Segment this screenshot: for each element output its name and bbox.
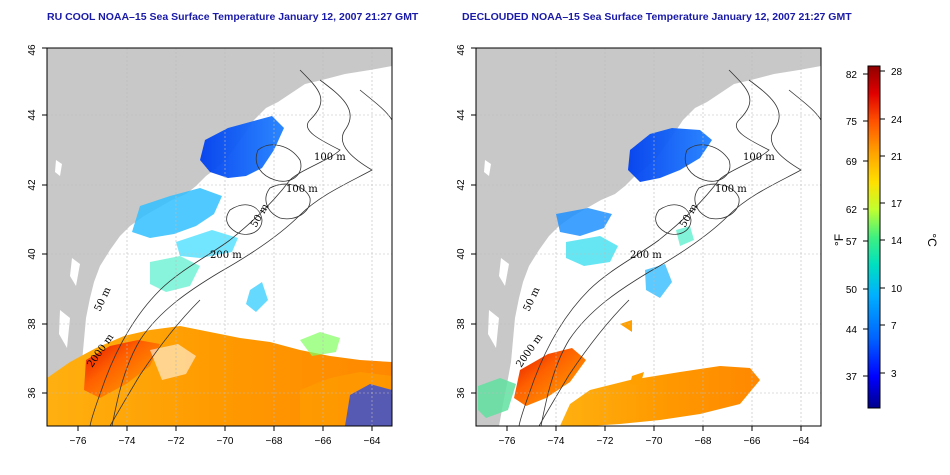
celsius-tick: 17 <box>891 199 903 210</box>
lon-tick: −64 <box>364 436 381 447</box>
lat-tick: 36 <box>27 387 38 399</box>
fahrenheit-tick: 50 <box>846 285 858 296</box>
lat-tick: 42 <box>456 179 467 191</box>
contour-label: 200 m <box>630 250 662 261</box>
lon-tick: −70 <box>646 436 663 447</box>
lat-tick: 38 <box>456 318 467 330</box>
lon-tick: −72 <box>168 436 185 447</box>
fahrenheit-tick: 62 <box>846 205 858 216</box>
right-map-panel: 100 m 100 m 50 m 200 m 50 m 2000 m −76 −… <box>456 44 822 447</box>
lon-tick: −72 <box>597 436 614 447</box>
lat-tick: 38 <box>27 318 38 330</box>
fahrenheit-tick: 57 <box>846 237 858 248</box>
colorbar: 82 75 69 62 57 50 44 37 28 24 21 17 14 1… <box>832 65 939 409</box>
fahrenheit-tick: 44 <box>846 325 858 336</box>
lat-tick: 46 <box>27 44 38 56</box>
fahrenheit-tick: 69 <box>846 157 858 168</box>
lon-tick: −68 <box>266 436 283 447</box>
sst-warm-band <box>560 366 760 426</box>
lon-tick: −68 <box>695 436 712 447</box>
lon-tick: −74 <box>119 436 136 447</box>
lon-tick: −74 <box>548 436 565 447</box>
fahrenheit-unit-label: °F <box>832 234 846 246</box>
lat-tick: 44 <box>456 109 467 121</box>
celsius-tick: 28 <box>891 67 903 78</box>
lat-tick: 36 <box>456 387 467 399</box>
celsius-tick: 21 <box>891 152 903 163</box>
fahrenheit-tick: 75 <box>846 117 858 128</box>
right-panel-title: DECLOUDED NOAA–15 Sea Surface Temperatur… <box>462 11 852 23</box>
sst-cold-patch <box>628 128 712 182</box>
contour-label: 200 m <box>210 250 242 261</box>
left-panel-title: RU COOL NOAA–15 Sea Surface Temperature … <box>47 11 419 23</box>
contour-label: 100 m <box>286 184 318 195</box>
colorbar-gradient <box>867 65 881 409</box>
celsius-tick: 7 <box>891 321 897 332</box>
lon-tick: −70 <box>217 436 234 447</box>
celsius-tick: 3 <box>891 369 897 380</box>
celsius-tick: 24 <box>891 115 903 126</box>
lon-tick: −76 <box>70 436 87 447</box>
land-mass <box>476 48 821 426</box>
lat-tick: 46 <box>456 44 467 56</box>
lon-tick: −76 <box>499 436 516 447</box>
celsius-unit-label: °C <box>925 233 939 247</box>
celsius-tick: 10 <box>891 284 903 295</box>
contour-label: 100 m <box>715 184 747 195</box>
lat-tick: 40 <box>27 248 38 260</box>
lat-tick: 40 <box>456 248 467 260</box>
left-map-panel: 100 m 100 m 50 m 200 m 50 m 2000 m −76 −… <box>27 44 393 447</box>
fahrenheit-tick: 82 <box>846 70 858 81</box>
lon-tick: −66 <box>315 436 332 447</box>
celsius-tick: 14 <box>891 236 903 247</box>
lat-tick: 42 <box>27 179 38 191</box>
contour-label: 100 m <box>743 152 775 163</box>
lat-tick: 44 <box>27 109 38 121</box>
lon-tick: −64 <box>793 436 810 447</box>
contour-label: 100 m <box>314 152 346 163</box>
sst-cold-patch <box>200 116 284 178</box>
lon-tick: −66 <box>744 436 761 447</box>
land-mass <box>47 48 392 426</box>
fahrenheit-tick: 37 <box>846 372 858 383</box>
